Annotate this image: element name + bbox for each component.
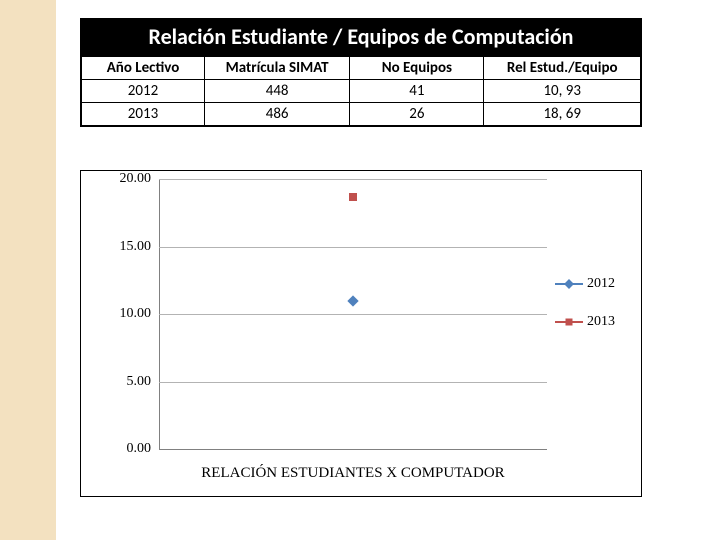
legend-label: 2012: [587, 276, 615, 292]
grid-line: [159, 314, 547, 315]
table-col-header: Matrícula SIMAT: [204, 57, 349, 80]
table-header-row: Año LectivoMatrícula SIMATNo EquiposRel …: [82, 57, 641, 80]
table-row: 20134862618, 69: [82, 103, 641, 126]
table-cell: 18, 69: [484, 103, 641, 126]
legend-item: 2013: [555, 314, 635, 330]
table-cell: 486: [204, 103, 349, 126]
side-stripe: [0, 0, 56, 540]
grid-line: [159, 247, 547, 248]
grid-line: [159, 382, 547, 383]
table-col-header: No Equipos: [350, 57, 484, 80]
x-axis-label: RELACIÓN ESTUDIANTES X COMPUTADOR: [159, 465, 547, 482]
y-axis: 0.005.0010.0015.0020.00: [81, 179, 159, 449]
y-tick-label: 5.00: [127, 374, 152, 390]
y-tick-label: 15.00: [120, 239, 152, 255]
table-row: 20124484110, 93: [82, 80, 641, 103]
legend: 2012 2013: [555, 276, 635, 352]
table-cell: 2013: [82, 103, 205, 126]
table-cell: 26: [350, 103, 484, 126]
page: { "table": { "title": "Relación Estudian…: [0, 0, 720, 540]
grid-line: [159, 179, 547, 180]
legend-item: 2012: [555, 276, 635, 292]
legend-label: 2013: [587, 314, 615, 330]
chart: 0.00 5.00 10.00 15.00 20.00 2012 2013 RELACIÓ…: [80, 170, 642, 497]
table-title: Relación Estudiante / Equipos de Computa…: [81, 19, 641, 56]
table-col-header: Rel Estud./Equipo: [484, 57, 641, 80]
plot-area: [159, 179, 547, 449]
table-cell: 448: [204, 80, 349, 103]
legend-marker: [555, 279, 583, 289]
y-tick-label: 10.00: [120, 306, 152, 322]
table-cell: 41: [350, 80, 484, 103]
table-cell: 10, 93: [484, 80, 641, 103]
data-marker: [347, 296, 358, 307]
legend-marker: [555, 317, 583, 327]
y-tick-label: 20.00: [120, 171, 152, 187]
table-col-header: Año Lectivo: [82, 57, 205, 80]
data-marker: [349, 193, 357, 201]
data-table: Relación Estudiante / Equipos de Computa…: [80, 18, 642, 127]
table-grid: Año LectivoMatrícula SIMATNo EquiposRel …: [81, 56, 641, 126]
y-tick-label: 0.00: [127, 441, 152, 457]
grid-line: [159, 449, 547, 450]
table-cell: 2012: [82, 80, 205, 103]
chart-inner: 0.00 5.00 10.00 15.00 20.00 2012 2013 RELACIÓ…: [81, 171, 641, 496]
